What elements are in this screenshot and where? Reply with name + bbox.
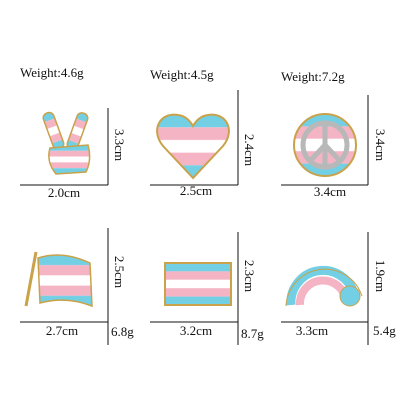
pin-wave-flag (24, 251, 93, 308)
weight-label: 8.7g (241, 326, 264, 341)
pin-heart (156, 113, 230, 180)
width-label: 2.5cm (180, 183, 212, 198)
height-label: 2.5cm (112, 256, 127, 288)
width-label: 2.7cm (46, 323, 78, 338)
weight-label: 5.4g (373, 323, 396, 338)
weight-label: Weight:7.2g (281, 69, 345, 84)
height-label: 1.9cm (373, 260, 388, 292)
height-label: 3.4cm (373, 129, 388, 161)
pin-rect-flag (164, 262, 232, 306)
weight-label: Weight:4.5g (150, 67, 214, 82)
width-label: 3.3cm (296, 323, 328, 338)
weight-label: 6.8g (111, 324, 134, 339)
height-label: 3.3cm (112, 129, 127, 161)
pin-rainbow (285, 265, 363, 307)
weight-label: Weight:4.6g (20, 65, 84, 80)
width-label: 2.0cm (48, 185, 80, 200)
width-label: 3.2cm (180, 323, 212, 338)
pin-peace (293, 113, 357, 177)
height-label: 2.3cm (242, 260, 257, 292)
pin-hand (42, 111, 91, 175)
width-label: 3.4cm (314, 184, 346, 199)
height-label: 2.4cm (242, 134, 257, 166)
